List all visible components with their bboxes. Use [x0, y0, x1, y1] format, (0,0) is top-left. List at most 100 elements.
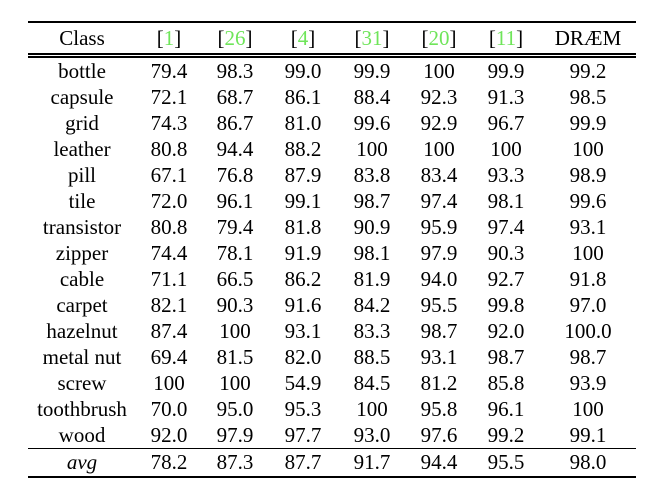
table-cell: 91.9 — [284, 241, 322, 265]
table-cell: 100 — [219, 319, 251, 343]
table-cell: 99.9 — [353, 59, 391, 83]
table-cell: 93.1 — [284, 319, 322, 343]
table-row: grid 74.3 86.7 81.0 99.6 92.9 96.7 99.9 — [28, 110, 636, 136]
table-cell: 99.9 — [569, 111, 607, 135]
table-cell: 99.1 — [569, 423, 607, 447]
table-cell: 86.7 — [216, 111, 254, 135]
table-cell: 97.9 — [216, 423, 254, 447]
table-cell: 81.9 — [353, 267, 391, 291]
citation-link[interactable]: 11 — [495, 26, 517, 50]
table-cell: 66.5 — [216, 267, 254, 291]
table-cell: 94.4 — [216, 137, 254, 161]
table-cell: 88.4 — [353, 85, 391, 109]
table-row: wood 92.0 97.9 97.7 93.0 97.6 99.2 99.1 — [28, 422, 636, 449]
table-cell: 87.4 — [150, 319, 188, 343]
table-row: hazelnut 87.4 100 93.1 83.3 98.7 92.0 100.0 — [28, 318, 636, 344]
table-cell: 97.9 — [420, 241, 458, 265]
row-label: screw — [57, 371, 107, 395]
table-cell: 94.0 — [420, 267, 458, 291]
table-cell: 99.9 — [487, 59, 525, 83]
table-cell: 86.2 — [284, 267, 322, 291]
table-cell: 98.3 — [216, 59, 254, 83]
table-cell: 87.7 — [268, 448, 338, 478]
table-cell: 100.0 — [564, 319, 612, 343]
row-label: pill — [67, 163, 96, 187]
table-cell: 100 — [153, 371, 185, 395]
table-cell: 92.9 — [420, 111, 458, 135]
column-header-cite-26: [26] — [202, 21, 268, 58]
table-cell: 98.7 — [353, 189, 391, 213]
table-cell: 85.8 — [487, 371, 525, 395]
table-row: cable 71.1 66.5 86.2 81.9 94.0 92.7 91.8 — [28, 266, 636, 292]
row-label: metal nut — [42, 345, 122, 369]
table-cell: 74.3 — [150, 111, 188, 135]
table-cell: 99.0 — [284, 59, 322, 83]
table-cell: 100 — [572, 397, 604, 421]
table-cell: 74.4 — [150, 241, 188, 265]
citation-link[interactable]: 26 — [224, 26, 246, 50]
table-header: Class [1] [26] [4] [31] [20] [11] DRÆM — [28, 21, 636, 58]
citation-link[interactable]: 31 — [361, 26, 383, 50]
table-cell: 80.8 — [150, 137, 188, 161]
table-cell: 100 — [423, 137, 455, 161]
table-cell: 80.8 — [150, 215, 188, 239]
row-label: leather — [53, 137, 111, 161]
table-row: tile 72.0 96.1 99.1 98.7 97.4 98.1 99.6 — [28, 188, 636, 214]
row-label: transistor — [42, 215, 122, 239]
results-table: Class [1] [26] [4] [31] [20] [11] DRÆM bottle 79… — [28, 21, 636, 478]
citation-link[interactable]: 4 — [297, 26, 309, 50]
table-cell: 90.3 — [216, 293, 254, 317]
table-row: capsule 72.1 68.7 86.1 88.4 92.3 91.3 98.5 — [28, 84, 636, 110]
row-label: toothbrush — [37, 397, 127, 421]
table-cell: 68.7 — [216, 85, 254, 109]
table-cell: 100 — [356, 397, 388, 421]
row-label: grid — [65, 111, 99, 135]
table-cell: 93.3 — [487, 163, 525, 187]
table-cell: 97.7 — [284, 423, 322, 447]
table-cell: 83.4 — [420, 163, 458, 187]
table-cell: 87.3 — [202, 448, 268, 478]
table-cell: 71.1 — [150, 267, 188, 291]
column-header-cite-11: [11] — [472, 21, 540, 58]
table-cell: 98.7 — [420, 319, 458, 343]
table-cell: 82.0 — [284, 345, 322, 369]
table-cell: 93.1 — [420, 345, 458, 369]
table-cell: 95.0 — [216, 397, 254, 421]
row-label: bottle — [58, 59, 106, 83]
table-cell: 90.9 — [353, 215, 391, 239]
table-cell: 98.1 — [353, 241, 391, 265]
table-cell: 97.4 — [420, 189, 458, 213]
table-cell: 81.0 — [284, 111, 322, 135]
citation-link[interactable]: 20 — [428, 26, 450, 50]
table-cell: 81.2 — [420, 371, 458, 395]
table-cell: 91.3 — [487, 85, 525, 109]
column-header-cite-31: [31] — [338, 21, 406, 58]
table-cell: 96.7 — [487, 111, 525, 135]
table-body: bottle 79.4 98.3 99.0 99.9 100 99.9 99.2 capsule… — [28, 56, 636, 449]
table-cell: 78.1 — [216, 241, 254, 265]
table-cell: 98.0 — [540, 448, 636, 478]
table-cell: 99.6 — [353, 111, 391, 135]
table-cell: 97.6 — [420, 423, 458, 447]
table-cell: 67.1 — [150, 163, 188, 187]
row-label: hazelnut — [46, 319, 118, 343]
table-cell: 93.0 — [353, 423, 391, 447]
table-footer: avg 78.2 87.3 87.7 91.7 94.4 95.5 98.0 — [28, 448, 636, 478]
table-cell: 98.7 — [487, 345, 525, 369]
column-header-class: Class — [28, 21, 136, 58]
table-cell: 69.4 — [150, 345, 188, 369]
table-cell: 88.2 — [284, 137, 322, 161]
table-cell: 83.3 — [353, 319, 391, 343]
table-cell: 84.2 — [353, 293, 391, 317]
citation-link[interactable]: 1 — [163, 26, 175, 50]
table-cell: 99.1 — [284, 189, 322, 213]
table-cell: 100 — [572, 241, 604, 265]
table-cell: 99.6 — [569, 189, 607, 213]
table-cell: 100 — [356, 137, 388, 161]
table-row: screw 100 100 54.9 84.5 81.2 85.8 93.9 — [28, 370, 636, 396]
table-cell: 76.8 — [216, 163, 254, 187]
table-row: transistor 80.8 79.4 81.8 90.9 95.9 97.4 93.1 — [28, 214, 636, 240]
row-label: capsule — [50, 85, 114, 109]
table-cell: 97.4 — [487, 215, 525, 239]
